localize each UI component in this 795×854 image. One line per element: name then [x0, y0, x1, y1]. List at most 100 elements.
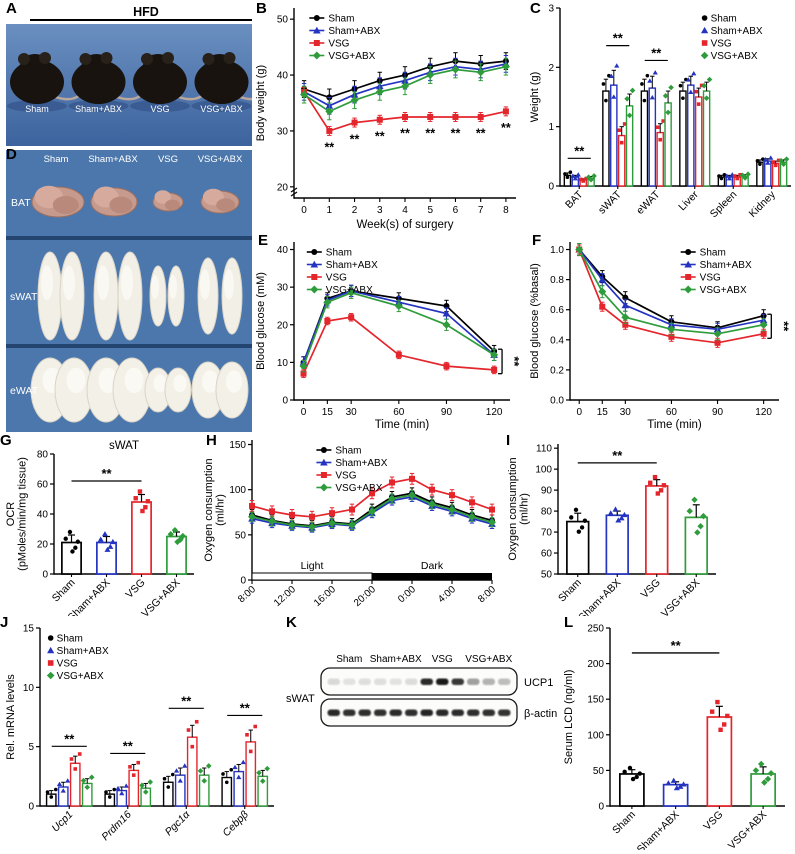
panel-label-d: D — [6, 146, 17, 163]
svg-text:HFD: HFD — [133, 5, 159, 19]
svg-text:Light: Light — [301, 560, 324, 572]
svg-text:**: ** — [64, 731, 75, 746]
svg-text:**: ** — [400, 127, 410, 141]
svg-text:Serum LCD (ng/ml): Serum LCD (ng/ml) — [563, 670, 575, 765]
svg-text:**: ** — [350, 132, 360, 146]
svg-text:0: 0 — [598, 802, 604, 813]
western-blot: Sham Sham+ABX VSG VSG+ABX UCP1 β-actin sWAT — [286, 654, 557, 727]
svg-text:Prdm16: Prdm16 — [99, 809, 134, 844]
svg-text:sWAT: sWAT — [596, 188, 624, 216]
svg-text:VSG+ABX: VSG+ABX — [659, 577, 702, 616]
svg-text:**: ** — [451, 127, 461, 141]
svg-text:(pMoles/min/mg tissue): (pMoles/min/mg tissue) — [17, 457, 29, 571]
svg-text:4:00: 4:00 — [436, 584, 458, 605]
svg-text:VSG+ABX: VSG+ABX — [465, 654, 512, 665]
svg-text:70: 70 — [541, 528, 553, 539]
svg-text:0.6: 0.6 — [550, 305, 564, 316]
svg-text:80: 80 — [37, 450, 49, 461]
svg-text:3: 3 — [377, 205, 383, 216]
svg-text:Dark: Dark — [421, 560, 444, 572]
oxygen-bar-chart: 50 60 70 80 90 100 110 Oxygen consumption (ml/hr… — [507, 444, 716, 616]
tissue-photo: Sham Sham+ABX VSG VSG+ABX BAT sWAT eWAT — [6, 150, 252, 432]
svg-text:Sham+ABX: Sham+ABX — [75, 104, 122, 114]
svg-text:8: 8 — [503, 205, 509, 216]
svg-text:Sham: Sham — [25, 104, 49, 114]
svg-text:Spleen: Spleen — [708, 189, 740, 221]
svg-text:10: 10 — [23, 683, 35, 694]
svg-text:VSG: VSG — [150, 104, 169, 114]
panel-label-b: B — [256, 0, 267, 17]
svg-text:**: ** — [375, 130, 385, 144]
svg-text:80: 80 — [541, 507, 553, 518]
svg-text:**: ** — [671, 638, 682, 653]
svg-text:VSG+ABX: VSG+ABX — [711, 51, 758, 62]
svg-text:Sham: Sham — [556, 576, 584, 604]
svg-text:120: 120 — [486, 407, 503, 418]
svg-text:40: 40 — [277, 71, 289, 82]
svg-text:0: 0 — [301, 205, 307, 216]
svg-text:**: ** — [476, 127, 486, 141]
svg-text:Sham+ABX: Sham+ABX — [335, 458, 387, 469]
svg-text:150: 150 — [229, 440, 246, 451]
svg-text:β-actin: β-actin — [524, 708, 557, 720]
svg-text:VSG: VSG — [432, 654, 453, 665]
svg-text:0: 0 — [240, 576, 246, 587]
svg-text:eWAT: eWAT — [634, 188, 663, 217]
svg-text:90: 90 — [712, 407, 724, 418]
svg-text:VSG: VSG — [158, 154, 178, 165]
svg-text:Sham: Sham — [700, 248, 726, 259]
svg-text:0.4: 0.4 — [550, 335, 564, 346]
svg-text:40: 40 — [37, 510, 49, 521]
svg-text:Sham: Sham — [336, 654, 362, 665]
svg-text:VSG+ABX: VSG+ABX — [57, 671, 104, 682]
svg-text:VSG: VSG — [328, 39, 349, 50]
panel-label-k: K — [286, 614, 297, 631]
svg-text:sWAT: sWAT — [109, 440, 139, 452]
svg-text:20: 20 — [37, 540, 49, 551]
svg-text:VSG+ABX: VSG+ABX — [326, 285, 373, 296]
svg-text:Sham+ABX: Sham+ABX — [700, 260, 752, 271]
svg-text:**: ** — [324, 141, 334, 155]
svg-text:0.8: 0.8 — [550, 275, 564, 286]
svg-text:0: 0 — [28, 802, 34, 813]
panel-i-oxygen-bar: 50 60 70 80 90 100 110 Oxygen consumption (ml/hr… — [506, 436, 756, 616]
svg-text:Sham+ABX: Sham+ABX — [328, 26, 380, 37]
svg-text:3: 3 — [548, 4, 554, 15]
svg-text:15: 15 — [23, 624, 35, 635]
svg-text:Oxygen consumption: Oxygen consumption — [203, 458, 215, 561]
svg-text:Sham+ABX: Sham+ABX — [88, 154, 138, 165]
svg-text:VSG: VSG — [639, 577, 663, 601]
glucose-itt-chart: 0.0 0.2 0.4 0.6 0.8 1.0 Blood glucose (%basal)… — [529, 242, 791, 431]
svg-text:50: 50 — [593, 766, 605, 777]
svg-text:VSG+ABX: VSG+ABX — [335, 483, 382, 494]
svg-text:OCR: OCR — [5, 502, 17, 527]
svg-text:sWAT: sWAT — [286, 693, 315, 705]
svg-text:Time (min): Time (min) — [375, 419, 430, 431]
svg-text:50: 50 — [235, 530, 247, 541]
svg-text:1: 1 — [548, 122, 554, 133]
svg-text:**: ** — [507, 356, 522, 367]
svg-text:Week(s) of surgery: Week(s) of surgery — [357, 219, 454, 231]
svg-text:**: ** — [101, 466, 112, 481]
svg-text:50: 50 — [541, 570, 553, 581]
panel-label-h: H — [206, 432, 217, 449]
svg-text:30: 30 — [620, 407, 632, 418]
svg-text:**: ** — [613, 31, 624, 46]
svg-text:0: 0 — [548, 182, 554, 193]
svg-text:0:00: 0:00 — [396, 584, 418, 605]
svg-text:**: ** — [425, 127, 435, 141]
svg-text:Body weight (g): Body weight (g) — [255, 65, 267, 141]
svg-text:Time (min): Time (min) — [647, 419, 702, 431]
svg-text:16:00: 16:00 — [312, 584, 338, 609]
svg-text:60: 60 — [37, 480, 49, 491]
svg-text:90: 90 — [541, 486, 553, 497]
svg-text:0.0: 0.0 — [550, 396, 564, 407]
svg-text:VSG: VSG — [711, 39, 732, 50]
panel-label-a: A — [6, 0, 17, 17]
svg-text:30: 30 — [277, 126, 289, 137]
svg-text:8:00: 8:00 — [236, 584, 258, 605]
svg-text:Sham: Sham — [711, 14, 737, 25]
svg-text:VSG+ABX: VSG+ABX — [200, 104, 242, 114]
svg-text:VSG+ABX: VSG+ABX — [139, 577, 182, 616]
